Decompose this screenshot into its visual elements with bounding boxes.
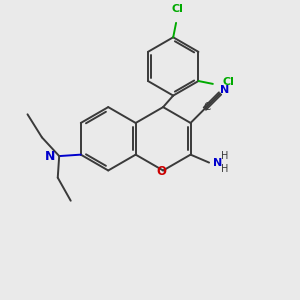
Text: Cl: Cl [172,4,184,14]
Text: H: H [221,151,229,161]
Text: O: O [157,165,167,178]
Text: C: C [203,102,211,112]
Text: Cl: Cl [222,77,234,88]
Text: H: H [221,164,229,174]
Text: N: N [220,85,229,95]
Text: N: N [44,150,55,163]
Text: N: N [212,158,222,168]
